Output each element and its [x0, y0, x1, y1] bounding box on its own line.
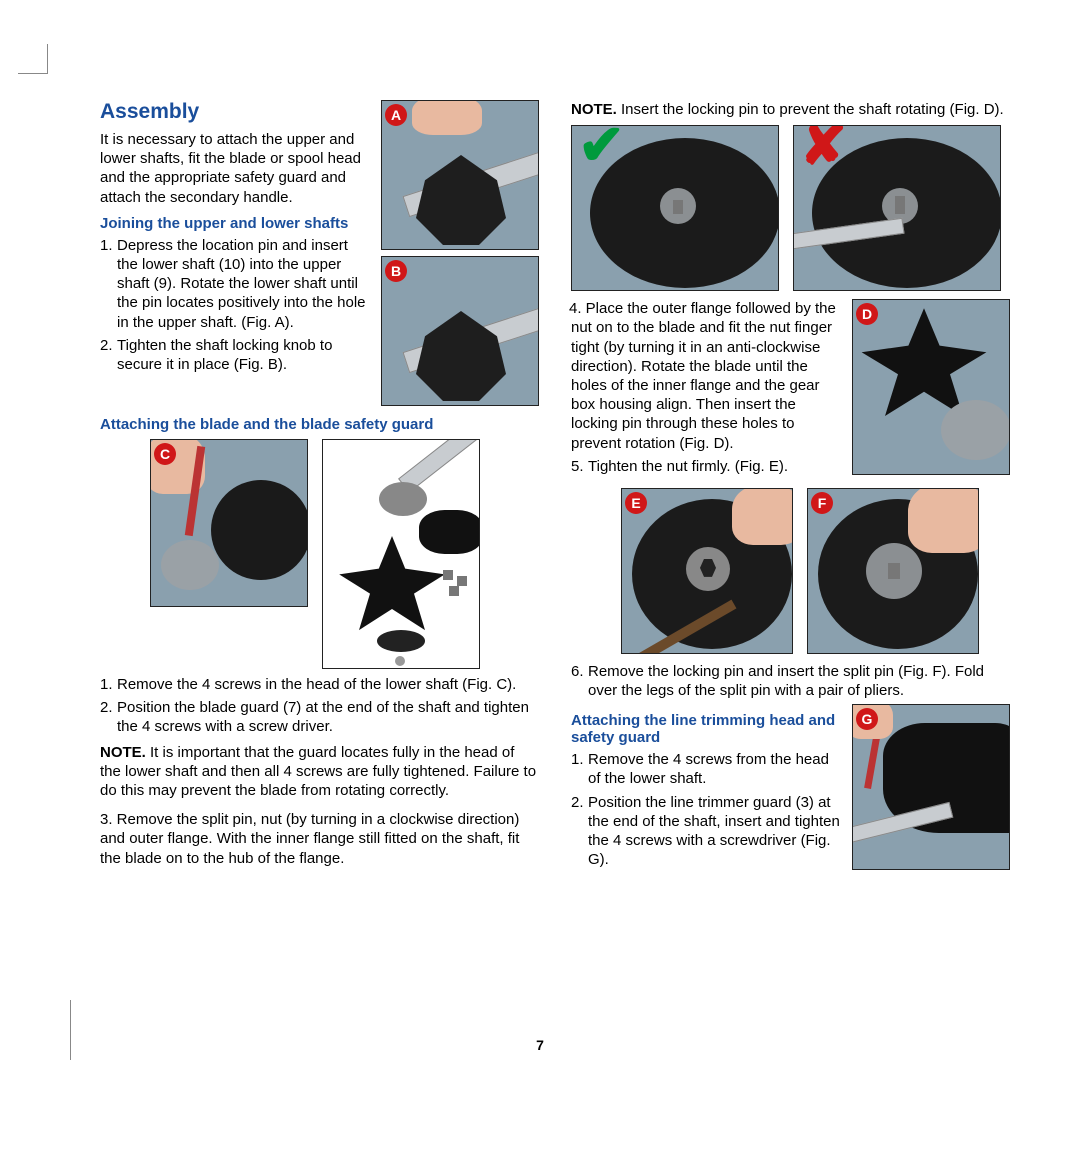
blade-step-1: 1.Remove the 4 screws in the head of the…	[100, 675, 539, 694]
step-1: 1.Depress the location pin and insert th…	[100, 236, 371, 332]
subheading-line-trimmer: Attaching the line trimming head and saf…	[571, 712, 840, 746]
note-text-top: Insert the locking pin to prevent the sh…	[617, 101, 1004, 118]
step-1-text: Depress the location pin and insert the …	[117, 237, 366, 331]
cross-icon: ✘	[800, 125, 847, 178]
line-trimmer-text: Attaching the line trimming head and saf…	[571, 704, 840, 873]
lt-step-2-text: Position the line trimmer guard (3) at t…	[588, 794, 840, 869]
figure-label-a: A	[385, 104, 407, 126]
intro-paragraph: It is necessary to attach the upper and …	[100, 130, 371, 207]
blade-step-2: 2.Position the blade guard (7) at the en…	[100, 698, 539, 736]
figure-b: B	[381, 256, 539, 406]
step-4-text: 4. Place the outer flange followed by th…	[571, 299, 840, 453]
steps-attaching-blade: 1.Remove the 4 screws in the head of the…	[100, 675, 539, 737]
figure-c: C	[150, 439, 308, 607]
step-6-text: Remove the locking pin and insert the sp…	[588, 663, 984, 699]
note-label-top: NOTE.	[571, 101, 617, 118]
figure-g: G	[852, 704, 1010, 870]
page-number: 7	[0, 1037, 1080, 1053]
figure-label-e: E	[625, 492, 647, 514]
lt-step-1: 1.Remove the 4 screws from the head of t…	[571, 750, 840, 788]
blade-step-3: 3. Remove the split pin, nut (by turning…	[100, 810, 539, 868]
step-5-text: Tighten the nut firmly. (Fig. E).	[588, 458, 788, 475]
blade-step-1-text: Remove the 4 screws in the head of the l…	[117, 676, 516, 693]
figure-blade-parts	[322, 439, 480, 669]
figure-column-ab: A B	[381, 100, 539, 406]
intro-text-block: Assembly It is necessary to attach the u…	[100, 100, 371, 406]
subheading-attaching-blade: Attaching the blade and the blade safety…	[100, 416, 539, 433]
figure-row-ef: E F	[571, 488, 1010, 654]
step-2: 2.Tighten the shaft locking knob to secu…	[100, 336, 371, 374]
figure-correct: ✔	[571, 125, 779, 291]
steps-line-trimmer: 1.Remove the 4 screws from the head of t…	[571, 750, 840, 869]
check-icon: ✔	[578, 125, 625, 178]
row-step4-figD: 4. Place the outer flange followed by th…	[571, 299, 1010, 480]
section-title-assembly: Assembly	[100, 100, 371, 124]
step-4-and-5: 4. Place the outer flange followed by th…	[571, 299, 840, 480]
note-label: NOTE.	[100, 744, 146, 761]
right-column: NOTE. Insert the locking pin to prevent …	[571, 100, 1010, 873]
figure-row-correct-wrong: ✔ ✘	[571, 125, 1010, 291]
lt-step-2: 2.Position the line trimmer guard (3) at…	[571, 793, 840, 870]
left-column: Assembly It is necessary to attach the u…	[100, 100, 539, 873]
step-5-list: 5.Tighten the nut firmly. (Fig. E).	[571, 457, 840, 476]
figure-row-c-parts: C	[100, 439, 539, 669]
figure-a: A	[381, 100, 539, 250]
figure-e: E	[621, 488, 793, 654]
figure-wrong: ✘	[793, 125, 1001, 291]
step-5: 5.Tighten the nut firmly. (Fig. E).	[571, 457, 840, 476]
intro-row: Assembly It is necessary to attach the u…	[100, 100, 539, 406]
figure-label-d: D	[856, 303, 878, 325]
figure-f: F	[807, 488, 979, 654]
step-6: 6.Remove the locking pin and insert the …	[571, 662, 1010, 700]
subheading-joining-shafts: Joining the upper and lower shafts	[100, 215, 371, 232]
steps-joining-shafts: 1.Depress the location pin and insert th…	[100, 236, 371, 374]
figure-label-c: C	[154, 443, 176, 465]
step-2-text: Tighten the shaft locking knob to secure…	[117, 337, 332, 373]
indent-spacer-ef	[571, 488, 607, 654]
blade-step-2-text: Position the blade guard (7) at the end …	[117, 699, 529, 735]
crop-mark-top-left	[18, 44, 48, 74]
figure-label-f: F	[811, 492, 833, 514]
two-column-layout: Assembly It is necessary to attach the u…	[100, 100, 1010, 873]
figure-d: D	[852, 299, 1010, 475]
lt-step-1-text: Remove the 4 screws from the head of the…	[588, 751, 829, 787]
row-line-trimmer: Attaching the line trimming head and saf…	[571, 704, 1010, 873]
note-guard-location: NOTE. It is important that the guard loc…	[100, 743, 539, 801]
figure-label-b: B	[385, 260, 407, 282]
note-text: It is important that the guard locates f…	[100, 744, 536, 799]
manual-page: Assembly It is necessary to attach the u…	[0, 0, 1080, 1153]
step-6-list: 6.Remove the locking pin and insert the …	[571, 662, 1010, 700]
note-locking-pin: NOTE. Insert the locking pin to prevent …	[571, 100, 1010, 119]
